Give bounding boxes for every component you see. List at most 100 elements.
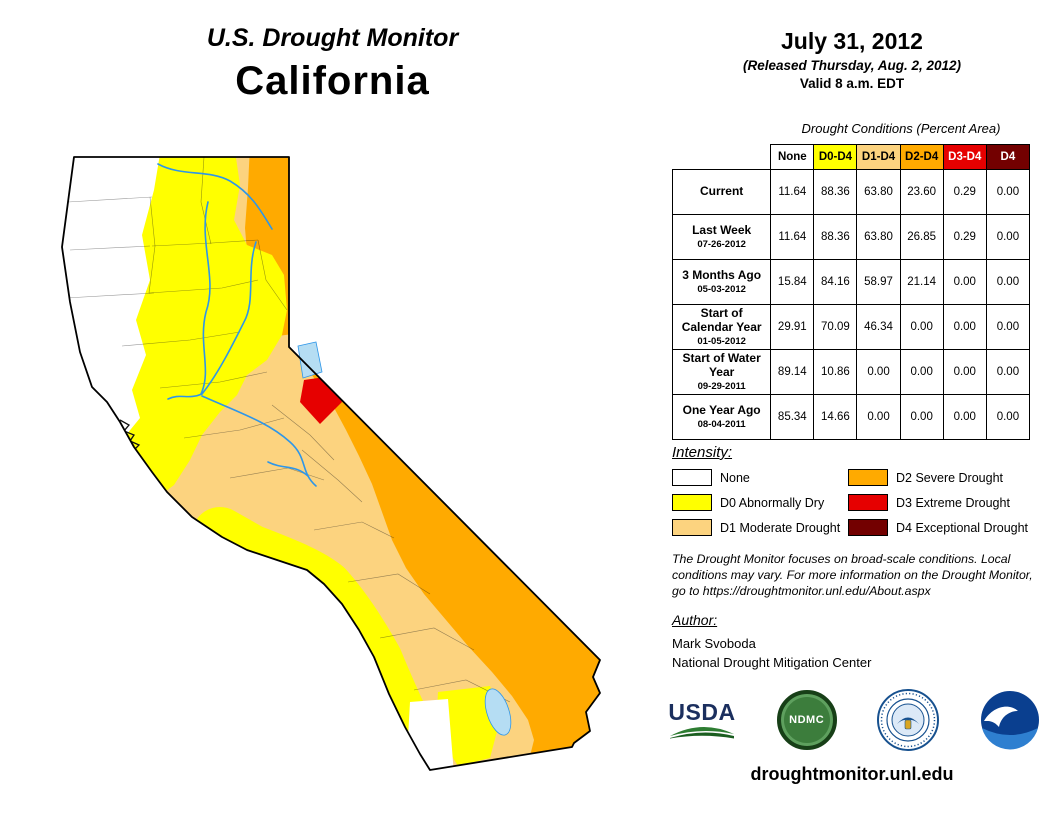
- left-header: U.S. Drought Monitor California: [60, 24, 605, 104]
- legend-swatch-d3: [848, 494, 888, 511]
- value-cell: 11.64: [770, 214, 815, 260]
- usda-swoosh: [670, 726, 734, 738]
- page-title: U.S. Drought Monitor: [206, 24, 459, 52]
- value-cell: 0.00: [856, 394, 901, 440]
- drought-region-d0-south-inland: [436, 686, 500, 766]
- column-header-d3d4: D3-D4: [942, 144, 987, 170]
- legend-item-d0: D0 Abnormally Dry: [672, 494, 840, 511]
- column-header-d1d4: D1-D4: [856, 144, 901, 170]
- legend-column-left: None D0 Abnormally Dry D1 Moderate Droug…: [672, 469, 840, 544]
- table-row: Start of Water Year 09-29-2011 89.14 10.…: [671, 349, 1031, 395]
- usda-logo-text: USDA: [668, 698, 736, 725]
- legend-swatch-d1: [672, 519, 712, 536]
- value-cell: 84.16: [813, 259, 858, 305]
- row-label: Start of Calendar Year 01-05-2012: [671, 304, 772, 350]
- value-cell: 26.85: [899, 214, 944, 260]
- value-cell: 88.36: [813, 169, 858, 215]
- value-cell: 0.00: [985, 349, 1031, 395]
- row-label: Current: [671, 169, 772, 215]
- table-header-row: None D0-D4 D1-D4 D2-D4 D3-D4 D4: [673, 144, 1031, 170]
- value-cell: 21.14: [899, 259, 944, 305]
- valid-time: Valid 8 a.m. EDT: [799, 76, 905, 91]
- legend-item-none: None: [672, 469, 840, 486]
- drought-conditions-table: None D0-D4 D1-D4 D2-D4 D3-D4 D4 Current …: [671, 144, 1031, 440]
- drought-region-d0-north: [110, 157, 287, 498]
- value-cell: 70.09: [813, 304, 858, 350]
- logo-row: USDA NDMC: [668, 684, 1040, 756]
- county-lines: [65, 157, 511, 703]
- column-header-d4: D4: [985, 144, 1031, 170]
- commerce-seal-logo: [877, 689, 940, 751]
- san-francisco-bay: [119, 419, 141, 451]
- value-cell: 0.00: [985, 169, 1031, 215]
- row-label: One Year Ago 08-04-2011: [671, 394, 772, 440]
- legend-swatch-d0: [672, 494, 712, 511]
- california-drought-map: [61, 156, 601, 771]
- row-label: 3 Months Ago 05-03-2012: [671, 259, 772, 305]
- legend-swatch-d2: [848, 469, 888, 486]
- value-cell: 0.00: [899, 394, 944, 440]
- value-cell: 63.80: [856, 214, 901, 260]
- column-header-d0d4: D0-D4: [813, 144, 858, 170]
- noaa-logo: [980, 690, 1040, 750]
- usda-logo: USDA: [668, 698, 736, 740]
- row-label: Last Week 07-26-2012: [671, 214, 772, 260]
- value-cell: 0.00: [985, 394, 1031, 440]
- legend-swatch-d4: [848, 519, 888, 536]
- legend-item-d1: D1 Moderate Drought: [672, 519, 840, 536]
- row-label: Start of Water Year 09-29-2011: [671, 349, 772, 395]
- value-cell: 29.91: [770, 304, 815, 350]
- value-cell: 0.00: [942, 259, 987, 305]
- value-cell: 15.84: [770, 259, 815, 305]
- value-cell: 0.29: [942, 169, 987, 215]
- column-header-d2d4: D2-D4: [899, 144, 944, 170]
- drought-region-d2-southeast: [297, 346, 600, 770]
- column-header-none: None: [770, 144, 815, 170]
- value-cell: 0.00: [899, 349, 944, 395]
- value-cell: 85.34: [770, 394, 815, 440]
- ndmc-logo-circle: NDMC: [776, 690, 837, 750]
- value-cell: 63.80: [856, 169, 901, 215]
- ndmc-logo: NDMC: [776, 690, 837, 750]
- value-cell: 0.00: [856, 349, 901, 395]
- state-outline: [61, 156, 601, 771]
- value-cell: 14.66: [813, 394, 858, 440]
- table-row: Start of Calendar Year 01-05-2012 29.91 …: [671, 304, 1031, 350]
- value-cell: 88.36: [813, 214, 858, 260]
- report-date: July 31, 2012: [781, 28, 923, 54]
- value-cell: 0.00: [985, 304, 1031, 350]
- legend-item-d3: D3 Extreme Drought: [848, 494, 1028, 511]
- value-cell: 0.00: [942, 304, 987, 350]
- table-row: 3 Months Ago 05-03-2012 15.84 84.16 58.9…: [671, 259, 1031, 305]
- legend-swatch-none: [672, 469, 712, 486]
- drought-region-none-san-diego-coast: [406, 699, 454, 770]
- value-cell: 10.86: [813, 349, 858, 395]
- value-cell: 89.14: [770, 349, 815, 395]
- author-organization: National Drought Mitigation Center: [672, 655, 872, 670]
- legend-item-d2: D2 Severe Drought: [848, 469, 1028, 486]
- table-caption: Drought Conditions (Percent Area): [801, 121, 1001, 136]
- website-url: droughtmonitor.unl.edu: [750, 764, 954, 784]
- table-row: Current 11.64 88.36 63.80 23.60 0.29 0.0…: [671, 169, 1031, 215]
- table-row: Last Week 07-26-2012 11.64 88.36 63.80 2…: [671, 214, 1031, 260]
- legend-column-right: D2 Severe Drought D3 Extreme Drought D4 …: [848, 469, 1028, 544]
- value-cell: 0.00: [899, 304, 944, 350]
- value-cell: 0.00: [942, 394, 987, 440]
- intensity-heading: Intensity:: [672, 444, 733, 461]
- lake-tahoe: [297, 341, 323, 379]
- author-name: Mark Svoboda: [672, 636, 756, 651]
- legend-item-d4: D4 Exceptional Drought: [848, 519, 1028, 536]
- value-cell: 11.64: [770, 169, 815, 215]
- author-heading: Author:: [672, 612, 718, 628]
- value-cell: 0.00: [985, 214, 1031, 260]
- value-cell: 0.29: [942, 214, 987, 260]
- salton-sea: [484, 688, 512, 736]
- value-cell: 46.34: [856, 304, 901, 350]
- disclaimer-text: The Drought Monitor focuses on broad-sca…: [672, 552, 1033, 598]
- value-cell: 23.60: [899, 169, 944, 215]
- value-cell: 58.97: [856, 259, 901, 305]
- value-cell: 0.00: [942, 349, 987, 395]
- value-cell: 0.00: [985, 259, 1031, 305]
- table-row: One Year Ago 08-04-2011 85.34 14.66 0.00…: [671, 394, 1031, 440]
